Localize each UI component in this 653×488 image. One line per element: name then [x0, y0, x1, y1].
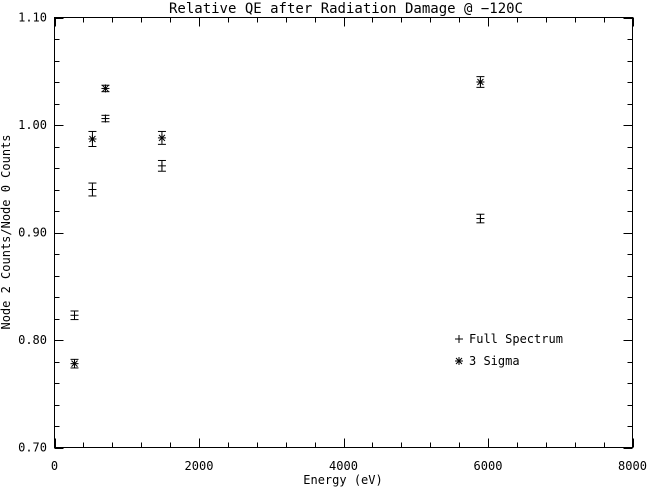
- y-tick-label: 1.00: [18, 118, 47, 132]
- x-axis-label: Energy (eV): [303, 473, 382, 487]
- chart-title: Relative QE after Radiation Damage @ −12…: [169, 1, 523, 17]
- y-axis: 0.70 0.80 0.90 1.00 1.10: [18, 11, 633, 455]
- x-axis: 0 2000 4000 6000 8000: [51, 17, 647, 473]
- data-point-full-spectrum: [70, 310, 79, 321]
- data-point-3-sigma: [101, 84, 110, 93]
- legend-marker: [455, 335, 463, 343]
- legend: Full Spectrum 3 Sigma: [455, 332, 563, 368]
- y-axis-label: Node 2 Counts/Node 0 Counts: [0, 134, 13, 329]
- data-point-full-spectrum: [157, 159, 166, 172]
- legend-marker: [455, 357, 463, 365]
- x-tick-label: 0: [51, 459, 58, 473]
- data-point-3-sigma: [157, 130, 166, 145]
- data-point-full-spectrum: [101, 114, 110, 123]
- data-point-3-sigma: [70, 358, 79, 369]
- y-tick-label: 0.70: [18, 441, 47, 455]
- data-points: [70, 76, 485, 369]
- x-tick-label: 2000: [185, 459, 214, 473]
- y-tick-label: 0.90: [18, 226, 47, 240]
- x-tick-label: 8000: [618, 459, 647, 473]
- data-point-full-spectrum: [476, 213, 485, 224]
- legend-label: Full Spectrum: [469, 332, 563, 346]
- x-tick-label: 6000: [474, 459, 503, 473]
- plot-frame: [54, 17, 633, 448]
- y-tick-label: 1.10: [18, 11, 47, 25]
- x-tick-label: 4000: [329, 459, 358, 473]
- data-point-3-sigma: [476, 76, 485, 88]
- data-point-3-sigma: [88, 130, 97, 147]
- y-tick-label: 0.80: [18, 333, 47, 347]
- legend-label: 3 Sigma: [469, 354, 520, 368]
- data-point-full-spectrum: [88, 182, 97, 197]
